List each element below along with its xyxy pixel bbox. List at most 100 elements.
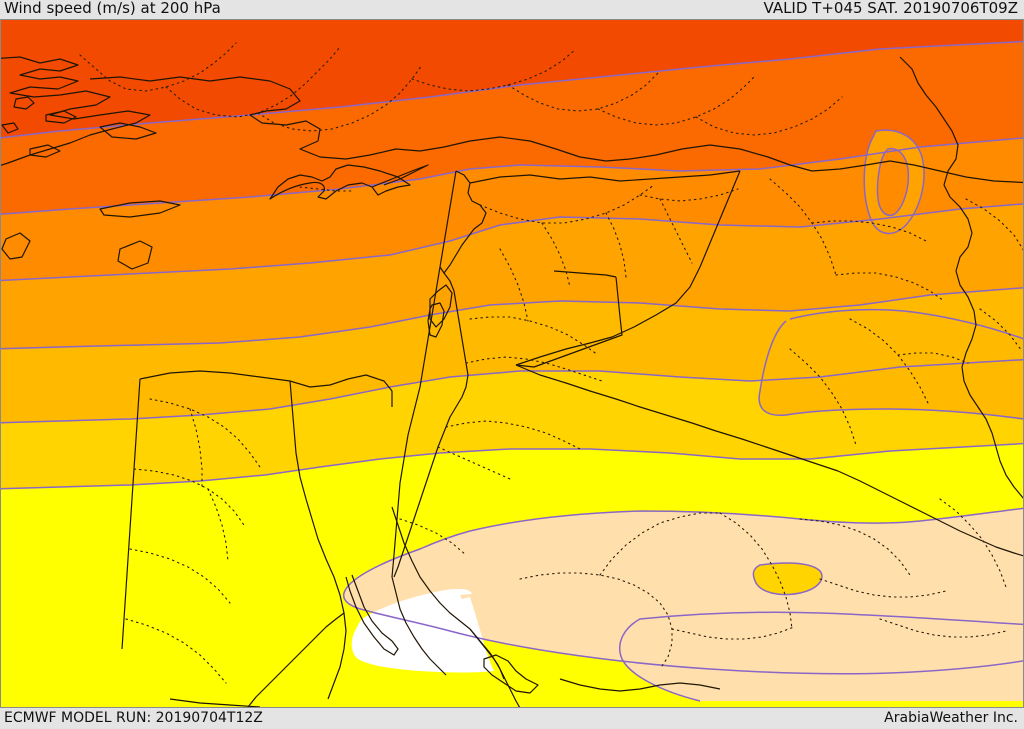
admin-saudi-8: [939, 498, 1007, 588]
border-israel-jordan: [393, 272, 469, 578]
coastline-rhodes: [117, 240, 153, 270]
contour-line-peach-lobe-se: [619, 611, 1024, 702]
contour-line-10: [469, 507, 1024, 532]
admin-jordan-3: [499, 248, 529, 322]
coastline-tiran-islands: [483, 654, 539, 694]
contour-line-35: [0, 137, 1024, 216]
admin-egypt-1: [149, 398, 261, 468]
contour-line-20: [0, 358, 1024, 424]
contour-line-10-b: [342, 530, 1024, 675]
map-canvas[interactable]: [0, 19, 1024, 708]
page-title: Wind speed (m/s) at 200 hPa: [4, 0, 221, 17]
admin-iran-1: [965, 198, 1024, 252]
admin-saudi-7: [879, 618, 1007, 638]
admin-egypt-4: [207, 488, 229, 562]
admin-syria-3: [605, 212, 627, 278]
contour-island-orange: [877, 148, 909, 216]
contour-line-yellow-lobe: [752, 562, 823, 596]
admin-egypt-3: [133, 468, 245, 526]
border-jordan-syria-line: [553, 270, 617, 278]
admin-syria-2: [541, 222, 571, 288]
admin-cyprus-dotted: [299, 186, 355, 192]
map-header-bar: Wind speed (m/s) at 200 hPa VALID T+045 …: [0, 0, 1024, 19]
admin-iran-2: [979, 308, 1023, 352]
model-run-label: ECMWF MODEL RUN: 20190704T12Z: [4, 710, 263, 726]
admin-saudi-2: [599, 512, 721, 576]
coastline-aegean-islands-b: [45, 110, 77, 124]
border-jordan-iraq-saudi: [515, 364, 839, 472]
contour-line-closed-ne-4: [758, 320, 1024, 420]
coastline-turkey-main: [89, 76, 1024, 184]
admin-iraq-5: [789, 348, 857, 446]
admin-turkey-1: [79, 42, 237, 92]
band-fill-5-10-b: [619, 612, 1024, 701]
admin-egypt-5: [129, 548, 231, 604]
contour-line-closed-ne-1: [863, 129, 925, 235]
admin-iraq-2: [811, 220, 927, 242]
coastline-island-small-w: [1, 232, 31, 260]
contour-line-25: [0, 287, 1024, 350]
admin-turkey-3: [257, 64, 423, 132]
admin-turkey-5: [507, 72, 659, 112]
valid-time-label: VALID T+045 SAT. 20190706T09Z: [763, 0, 1018, 17]
contour-line-40: [0, 40, 1024, 139]
contour-lines: [0, 40, 1024, 702]
coastline-gulf-of-suez: [345, 574, 399, 656]
admin-jordan-2: [469, 316, 599, 356]
border-jordan-east: [515, 276, 623, 368]
admin-sinai: [399, 518, 467, 556]
contour-line-15: [0, 442, 1024, 490]
border-syria-iraq: [515, 170, 741, 366]
admin-saudi-1: [519, 572, 673, 670]
coastline-aegean-islands-c: [99, 122, 157, 140]
admin-jordan-5: [437, 446, 511, 480]
contour-line-closed-ne-3: [789, 308, 1024, 340]
border-lebanon: [439, 170, 487, 274]
coastline-turkey-south: [0, 56, 151, 167]
admin-turkey-7: [695, 96, 843, 136]
admin-iraq-6: [897, 352, 969, 364]
admin-turkey-6: [597, 74, 757, 126]
coastline-redsea-west: [247, 612, 345, 708]
coastline-aegean-islands-d: [1, 122, 19, 134]
admin-jordan-4: [445, 420, 581, 450]
border-egypt-libya: [121, 378, 141, 650]
wind-speed-map[interactable]: [0, 19, 1024, 708]
admin-saudi-3: [671, 626, 795, 640]
coastline-cyprus: [269, 164, 411, 200]
contour-island-amber-2: [759, 309, 1024, 419]
coastline-crete-sliver: [99, 200, 181, 218]
windspeed-closed-contours: [759, 130, 1024, 419]
admin-egypt-2: [189, 408, 203, 490]
admin-jordan-1: [465, 356, 603, 382]
coastline-cyprus-tail: [371, 164, 429, 188]
windspeed-band-fills: [0, 19, 1024, 708]
admin-turkey-2: [165, 46, 341, 118]
map-footer-bar: ECMWF MODEL RUN: 20190704T12Z ArabiaWeat…: [0, 708, 1024, 729]
admin-saudi-5: [799, 518, 911, 576]
contour-line-30: [0, 203, 1024, 282]
border-iraq-iran: [899, 56, 1024, 500]
admin-saudi-4: [719, 512, 793, 630]
admin-boundaries-dotted: [79, 42, 1024, 684]
border-saudi-internal-se: [559, 678, 721, 692]
border-syria-north: [469, 170, 741, 184]
admin-iraq-3: [835, 272, 945, 302]
contour-line-closed-ne-2: [876, 147, 910, 217]
border-dead-sea: [427, 302, 445, 338]
band-fill-yellow-lobe-ne: [753, 563, 822, 595]
coastline-levant: [391, 170, 457, 578]
coastline-aegean-islands-e: [29, 144, 61, 158]
admin-saudi-6: [819, 578, 947, 598]
border-saudi-kuwait-iraq: [837, 470, 1024, 557]
river-nile: [289, 380, 347, 700]
admin-syria-4: [639, 188, 739, 202]
coastline-gulf-aqaba: [391, 576, 447, 676]
coastline-aegean-islands-a: [13, 96, 35, 110]
border-egypt-sudan: [169, 698, 261, 708]
coastlines-and-borders: [0, 56, 1024, 708]
admin-syria-5: [659, 198, 693, 264]
border-westbank-dotted: [429, 284, 453, 328]
admin-syria-1: [479, 184, 655, 224]
